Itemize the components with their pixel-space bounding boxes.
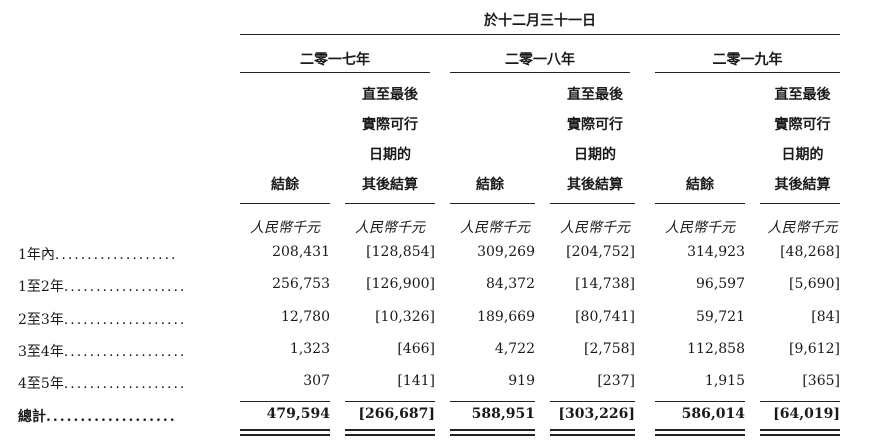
total-double-rule [240,434,330,436]
total-double-rule [450,434,535,436]
total-cell: 588,951 [471,406,535,422]
total-top-rule-2 [345,401,435,402]
table-cell: [10,326] [375,309,435,325]
table-cell: 1,323 [289,341,330,357]
table-cell: [141] [397,373,435,389]
table-cell: 189,669 [477,309,535,325]
table-cell: [9,612] [788,341,840,357]
table-cell: 307 [303,373,330,389]
table-cell: 919 [508,373,535,389]
year-2019: 二零一九年 [712,52,783,68]
table-cell: [14,738] [575,276,635,292]
row-label: 2至3年................... [18,312,187,328]
col-rule-2 [345,203,435,204]
col-rule-6 [760,203,840,204]
table-cell: [2,758] [583,341,635,357]
total-double-rule [345,429,435,431]
total-double-rule [655,429,745,431]
unit-3: 人民幣千元 [460,220,530,236]
table-cell: [466] [397,341,435,357]
subsequent-header-2018: 直至最後 實際可行 日期的 其後結算 [567,87,623,193]
header-rule [240,34,840,35]
total-label: 總計................... [18,409,177,425]
row-label: 1至2年................... [18,279,187,295]
total-double-rule [760,429,840,431]
subsequent-header-2019: 直至最後 實際可行 日期的 其後結算 [774,87,831,193]
table-cell: [84] [811,309,840,325]
total-cell: 586,014 [681,406,745,422]
table-cell: 1,915 [704,373,745,389]
table-cell: 314,923 [687,244,745,260]
row-label: 4至5年................... [18,376,187,392]
table-cell: 12,780 [281,309,330,325]
total-double-rule [655,434,745,436]
total-cell: [64,019] [773,406,840,422]
table-cell: 84,372 [486,276,535,292]
total-double-rule [550,429,635,431]
year-rule-2018 [450,72,630,73]
total-top-rule-1 [240,401,330,402]
table-cell: [365] [802,373,840,389]
table-cell: [126,900] [366,276,435,292]
unit-4: 人民幣千元 [560,220,630,236]
balance-header-2018: 結餘 [476,177,504,193]
total-cell: [303,226] [558,406,635,422]
total-top-rule-6 [760,401,840,402]
unit-1: 人民幣千元 [250,220,320,236]
table-cell: [237] [597,373,635,389]
total-double-rule [450,429,535,431]
table-cell: [128,854] [366,244,435,260]
table-cell: 96,597 [696,276,745,292]
table-cell: 208,431 [272,244,330,260]
subsequent-header-2017: 直至最後 實際可行 日期的 其後結算 [362,87,418,193]
table-cell: 256,753 [272,276,330,292]
col-rule-4 [550,203,635,204]
total-double-rule [240,429,330,431]
unit-6: 人民幣千元 [767,220,838,236]
total-double-rule [760,434,840,436]
total-double-rule [345,434,435,436]
table-cell: 4,722 [494,341,535,357]
unit-2: 人民幣千元 [355,220,425,236]
row-label: 3至4年................... [18,344,187,360]
col-rule-5 [655,203,745,204]
table-cell: [48,268] [780,244,840,260]
year-rule-2017 [240,72,430,73]
table-cell: 59,721 [696,309,745,325]
table-cell: [80,741] [575,309,635,325]
year-2017: 二零一七年 [300,52,370,68]
col-rule-3 [450,203,535,204]
col-rule-1 [240,203,330,204]
total-top-rule-3 [450,401,535,402]
table-cell: 112,858 [687,341,745,357]
unit-5: 人民幣千元 [665,220,735,236]
table-cell: [5,690] [788,276,840,292]
header-date: 於十二月三十一日 [484,13,596,29]
total-top-rule-4 [550,401,635,402]
table-cell: [204,752] [566,244,635,260]
year-rule-2019 [655,72,840,73]
year-2018: 二零一八年 [505,52,575,68]
total-double-rule [550,434,635,436]
balance-header-2017: 結餘 [271,177,299,193]
row-label: 1年內................... [18,247,178,263]
balance-header-2019: 結餘 [686,177,714,193]
total-top-rule-5 [655,401,745,402]
total-cell: [266,687] [358,406,435,422]
total-cell: 479,594 [266,406,330,422]
table-cell: 309,269 [477,244,535,260]
